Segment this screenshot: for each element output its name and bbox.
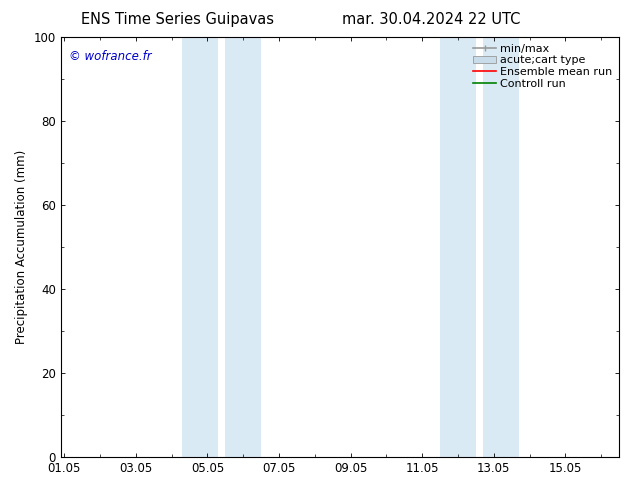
Text: mar. 30.04.2024 22 UTC: mar. 30.04.2024 22 UTC bbox=[342, 12, 521, 27]
Bar bbox=[183, 37, 218, 457]
Bar bbox=[440, 37, 476, 457]
Y-axis label: Precipitation Accumulation (mm): Precipitation Accumulation (mm) bbox=[15, 150, 28, 344]
Text: ENS Time Series Guipavas: ENS Time Series Guipavas bbox=[81, 12, 274, 27]
Legend: min/max, acute;cart type, Ensemble mean run, Controll run: min/max, acute;cart type, Ensemble mean … bbox=[470, 41, 616, 92]
Bar bbox=[225, 37, 261, 457]
Text: © wofrance.fr: © wofrance.fr bbox=[69, 50, 152, 63]
Bar bbox=[483, 37, 519, 457]
